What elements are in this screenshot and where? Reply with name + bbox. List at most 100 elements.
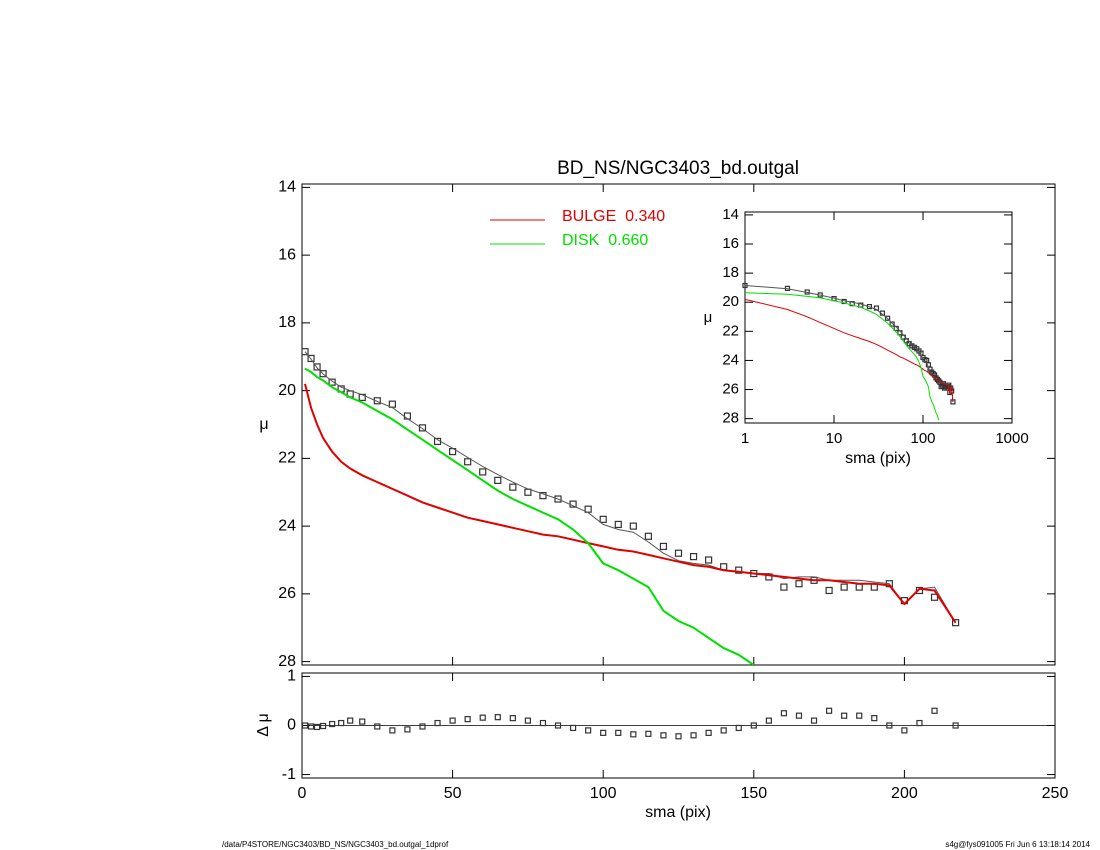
- data-point: [338, 719, 345, 727]
- data-point: [319, 370, 327, 378]
- inset-bg: [745, 212, 1012, 423]
- data-point: [660, 732, 667, 739]
- data-point: [569, 724, 577, 732]
- y-tick-label: 22: [722, 322, 739, 339]
- data-line: [304, 383, 957, 624]
- data-point: [449, 717, 456, 724]
- data-point: [630, 731, 637, 738]
- data-point: [780, 710, 788, 717]
- data-point: [479, 468, 487, 476]
- data-point: [735, 566, 743, 574]
- data-point: [840, 583, 848, 591]
- plot-frame: [301, 183, 1056, 666]
- data-point: [889, 321, 895, 327]
- data-point: [464, 716, 471, 723]
- data-point: [841, 712, 848, 719]
- footer-left: /data/P4STORE/NGC3403/BD_NS/NGC3403_bd.o…: [222, 840, 449, 849]
- x-tick-label: 250: [1042, 785, 1069, 802]
- data-point: [599, 515, 607, 523]
- y-axis-label: Δ μ: [255, 713, 272, 736]
- data-point: [313, 363, 321, 371]
- data-point: [301, 348, 309, 356]
- data-point: [524, 488, 532, 496]
- x-axis-label: sma (pix): [645, 804, 711, 821]
- data-point: [509, 483, 517, 491]
- data-point: [524, 717, 532, 724]
- y-tick-label: 16: [722, 235, 739, 252]
- x-tick-label: 150: [740, 785, 767, 802]
- data-point: [870, 583, 878, 591]
- y-tick-label: 28: [722, 410, 739, 427]
- y-tick-label: 24: [722, 351, 739, 368]
- y-tick-label: 0: [287, 717, 296, 734]
- data-point: [374, 723, 381, 730]
- data-point: [629, 522, 637, 530]
- data-point: [705, 729, 712, 736]
- data-point: [539, 719, 547, 727]
- data-point: [419, 723, 426, 730]
- data-point: [539, 492, 547, 500]
- y-tick-label: -1: [282, 766, 296, 783]
- data-point: [615, 729, 622, 736]
- data-point: [585, 727, 592, 734]
- y-tick-label: 1: [287, 668, 296, 685]
- data-point: [675, 733, 682, 740]
- y-axis-label: μ: [259, 416, 268, 433]
- data-point: [810, 717, 818, 724]
- plot-frame: [744, 211, 1013, 424]
- data-point: [825, 586, 833, 595]
- data-point: [307, 723, 315, 730]
- y-tick-label: 14: [278, 179, 296, 196]
- data-point: [659, 542, 668, 551]
- data-point: [404, 726, 411, 733]
- data-point: [750, 722, 757, 729]
- data-point: [494, 476, 502, 484]
- data-point: [795, 712, 803, 719]
- data-point: [884, 315, 891, 321]
- data-point: [931, 707, 938, 714]
- x-tick-label: 1000: [995, 430, 1028, 447]
- x-tick-label: 10: [826, 430, 843, 447]
- data-point: [795, 580, 803, 588]
- data-point: [313, 723, 321, 731]
- y-tick-label: 14: [722, 206, 739, 223]
- data-point: [886, 722, 893, 729]
- y-tick-label: 28: [278, 653, 296, 670]
- data-line: [304, 367, 755, 665]
- data-point: [690, 732, 697, 739]
- y-tick-label: 22: [278, 450, 296, 467]
- data-point: [901, 727, 908, 734]
- data-point: [554, 722, 562, 729]
- x-tick-label: 100: [910, 430, 935, 447]
- data-point: [614, 520, 622, 529]
- data-line: [745, 292, 940, 421]
- data-point: [319, 722, 327, 730]
- y-tick-label: 26: [722, 380, 739, 397]
- data-point: [464, 458, 472, 466]
- y-tick-label: 18: [722, 264, 739, 281]
- x-tick-label: 1: [741, 430, 749, 447]
- data-point: [689, 553, 698, 561]
- data-point: [479, 714, 486, 721]
- x-axis-label: sma (pix): [845, 450, 911, 467]
- data-point: [645, 730, 652, 737]
- data-point: [434, 719, 441, 727]
- data-point: [849, 301, 855, 307]
- data-point: [705, 556, 713, 564]
- data-point: [301, 722, 309, 729]
- y-tick-label: 20: [722, 293, 739, 310]
- y-tick-label: 20: [278, 382, 296, 399]
- data-point: [930, 593, 939, 601]
- data-point: [329, 720, 336, 728]
- data-point: [855, 583, 863, 591]
- x-tick-label: 0: [298, 785, 307, 802]
- data-point: [347, 717, 354, 724]
- data-point: [735, 724, 742, 732]
- data-point: [952, 619, 960, 627]
- data-point: [509, 715, 516, 722]
- data-point: [554, 495, 562, 503]
- y-tick-label: 16: [278, 246, 296, 263]
- y-tick-label: 18: [278, 314, 296, 331]
